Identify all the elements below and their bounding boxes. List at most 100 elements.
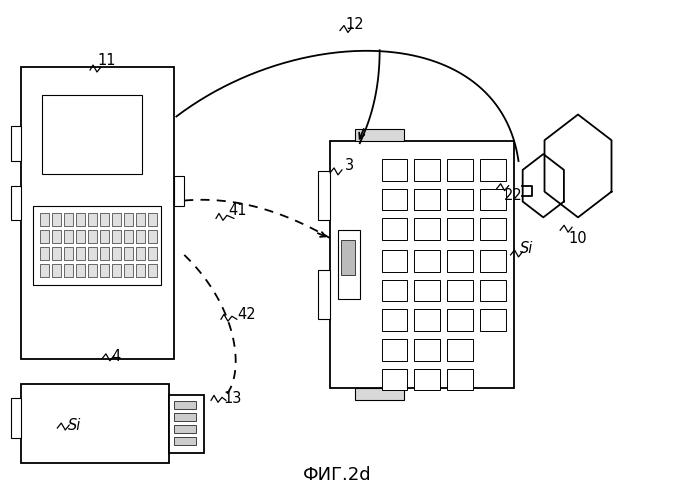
Bar <box>88 214 97 226</box>
Bar <box>40 230 49 243</box>
Bar <box>32 206 161 284</box>
Bar <box>88 264 97 276</box>
Bar <box>338 230 360 300</box>
Text: 10: 10 <box>569 230 587 246</box>
Bar <box>112 214 121 226</box>
Bar <box>64 214 73 226</box>
Bar <box>76 264 85 276</box>
Bar <box>124 264 133 276</box>
Text: 22: 22 <box>504 188 523 203</box>
Text: 11: 11 <box>98 52 116 68</box>
Text: ФИГ.2d: ФИГ.2d <box>302 466 371 484</box>
Bar <box>447 188 473 210</box>
Bar <box>100 264 109 276</box>
Bar <box>414 310 440 331</box>
Bar <box>40 247 49 260</box>
Bar <box>330 141 514 388</box>
Bar <box>381 188 408 210</box>
Bar <box>447 310 473 331</box>
Bar <box>11 186 21 220</box>
Bar <box>174 402 196 409</box>
Bar <box>124 214 133 226</box>
Bar <box>136 247 144 260</box>
Bar <box>76 230 85 243</box>
Bar <box>40 264 49 276</box>
Text: 42: 42 <box>238 307 256 322</box>
Text: 4: 4 <box>111 350 120 364</box>
Bar <box>136 230 144 243</box>
Bar <box>64 230 73 243</box>
Bar <box>88 247 97 260</box>
Text: Si: Si <box>68 418 81 432</box>
Bar <box>40 214 49 226</box>
Bar <box>318 171 330 220</box>
Bar <box>381 339 408 361</box>
Bar <box>53 264 61 276</box>
Bar <box>64 264 73 276</box>
Bar <box>64 247 73 260</box>
Bar <box>447 280 473 301</box>
Bar <box>148 264 157 276</box>
Text: Si: Si <box>520 240 533 256</box>
Bar <box>53 214 61 226</box>
Bar <box>480 159 506 181</box>
Bar <box>447 368 473 390</box>
Bar <box>124 247 133 260</box>
Bar <box>148 247 157 260</box>
Bar <box>480 310 506 331</box>
Bar <box>11 126 21 161</box>
Bar <box>414 368 440 390</box>
Bar <box>112 264 121 276</box>
Bar <box>174 176 184 206</box>
Bar <box>100 247 109 260</box>
Bar <box>76 214 85 226</box>
Bar <box>447 218 473 240</box>
Bar <box>124 230 133 243</box>
Text: 13: 13 <box>223 391 242 406</box>
Bar <box>11 398 21 438</box>
Bar <box>148 230 157 243</box>
Bar <box>174 437 196 445</box>
Bar <box>414 218 440 240</box>
Bar <box>21 384 169 462</box>
Bar <box>414 339 440 361</box>
Text: 41: 41 <box>229 203 247 218</box>
Bar <box>447 159 473 181</box>
Bar <box>136 264 144 276</box>
Bar <box>53 230 61 243</box>
Bar <box>414 188 440 210</box>
Bar <box>480 218 506 240</box>
Bar <box>136 214 144 226</box>
Bar <box>112 230 121 243</box>
Bar <box>53 247 61 260</box>
Bar <box>112 247 121 260</box>
Bar <box>21 67 174 359</box>
Bar <box>341 240 355 274</box>
Text: 12: 12 <box>346 17 365 32</box>
Bar <box>381 159 408 181</box>
Bar <box>381 218 408 240</box>
Bar <box>43 94 142 174</box>
Bar <box>480 188 506 210</box>
Bar <box>169 396 204 452</box>
Bar <box>381 280 408 301</box>
Bar <box>76 247 85 260</box>
Bar <box>414 280 440 301</box>
Bar <box>174 413 196 421</box>
Bar <box>480 280 506 301</box>
Bar <box>318 270 330 319</box>
Bar <box>381 368 408 390</box>
Bar <box>100 214 109 226</box>
Bar <box>100 230 109 243</box>
Bar <box>148 214 157 226</box>
Bar <box>414 159 440 181</box>
Bar <box>381 310 408 331</box>
Bar <box>88 230 97 243</box>
Bar <box>414 250 440 272</box>
Bar <box>355 130 404 141</box>
Bar <box>447 339 473 361</box>
Bar <box>355 388 404 400</box>
Bar <box>174 425 196 433</box>
Bar <box>381 250 408 272</box>
Bar <box>480 250 506 272</box>
